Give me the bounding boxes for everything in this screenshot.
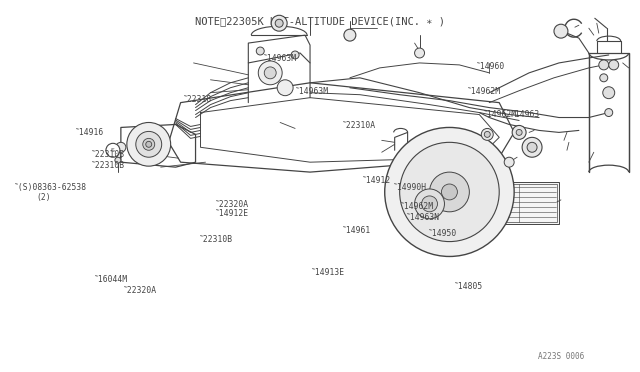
Circle shape — [527, 142, 537, 152]
Circle shape — [481, 128, 493, 140]
Circle shape — [504, 157, 514, 167]
Text: ‶14950: ‶14950 — [428, 230, 458, 238]
Text: ‶14962M: ‶14962M — [399, 202, 434, 211]
Text: A223S 0006: A223S 0006 — [538, 352, 584, 361]
Circle shape — [127, 122, 171, 166]
Bar — [499, 184, 557, 222]
Circle shape — [143, 138, 155, 150]
Circle shape — [275, 19, 283, 27]
Circle shape — [415, 48, 424, 58]
Circle shape — [146, 141, 152, 147]
Circle shape — [277, 80, 293, 96]
Text: ‶14960: ‶14960 — [476, 61, 506, 71]
Text: ‶22310B: ‶22310B — [91, 150, 125, 159]
Text: ‶14961: ‶14961 — [342, 226, 372, 235]
Circle shape — [512, 125, 526, 140]
Circle shape — [609, 60, 619, 70]
Circle shape — [429, 172, 469, 212]
Text: ‶14805: ‶14805 — [454, 282, 483, 291]
Text: ‶14916: ‶14916 — [75, 128, 104, 137]
Text: ‶16044M: ‶16044M — [94, 275, 128, 283]
Circle shape — [256, 47, 264, 55]
Text: ‶22310A: ‶22310A — [342, 121, 376, 129]
Circle shape — [136, 131, 162, 157]
Text: ‶14912: ‶14912 — [362, 176, 390, 185]
Text: NOTE⸠22305K KIT-ALTITUDE DEVICE(INC. ∗ ): NOTE⸠22305K KIT-ALTITUDE DEVICE(INC. ∗ ) — [195, 16, 445, 26]
Circle shape — [600, 74, 608, 82]
Circle shape — [291, 51, 299, 59]
Circle shape — [603, 87, 614, 99]
Circle shape — [259, 61, 282, 85]
Circle shape — [422, 196, 438, 212]
Circle shape — [415, 189, 444, 219]
Text: S: S — [111, 148, 115, 153]
Circle shape — [599, 60, 609, 70]
Circle shape — [442, 184, 458, 200]
Text: ‶14962M: ‶14962M — [483, 109, 516, 119]
Text: ‶14963: ‶14963 — [511, 109, 540, 119]
Circle shape — [385, 128, 514, 256]
Circle shape — [605, 109, 612, 116]
Text: ‶(S)08363-62538: ‶(S)08363-62538 — [14, 183, 87, 192]
Circle shape — [116, 142, 126, 152]
Circle shape — [516, 129, 522, 135]
Text: ‶14963M: ‶14963M — [262, 54, 297, 63]
Circle shape — [271, 15, 287, 31]
Circle shape — [115, 157, 121, 163]
Circle shape — [399, 142, 499, 241]
Circle shape — [484, 131, 490, 137]
Text: ‶22320A: ‶22320A — [122, 286, 157, 295]
Text: ‶14912E: ‶14912E — [215, 209, 249, 218]
Circle shape — [522, 137, 542, 157]
Circle shape — [344, 29, 356, 41]
Text: (2): (2) — [36, 193, 51, 202]
Text: ‶14913E: ‶14913E — [310, 268, 344, 277]
Text: ‶14990H: ‶14990H — [394, 183, 428, 192]
Circle shape — [554, 24, 568, 38]
Text: ‶14963M: ‶14963M — [294, 87, 328, 96]
Text: ‶14962M: ‶14962M — [467, 87, 500, 96]
Circle shape — [106, 143, 120, 157]
Text: ‶22310B: ‶22310B — [199, 235, 233, 244]
Text: ‶22318: ‶22318 — [183, 95, 212, 104]
Text: ‶22310B: ‶22310B — [91, 161, 125, 170]
Bar — [497, 182, 559, 224]
Text: ‶14963N: ‶14963N — [406, 213, 440, 222]
Circle shape — [264, 67, 276, 79]
Text: ‶22320A: ‶22320A — [215, 200, 249, 209]
